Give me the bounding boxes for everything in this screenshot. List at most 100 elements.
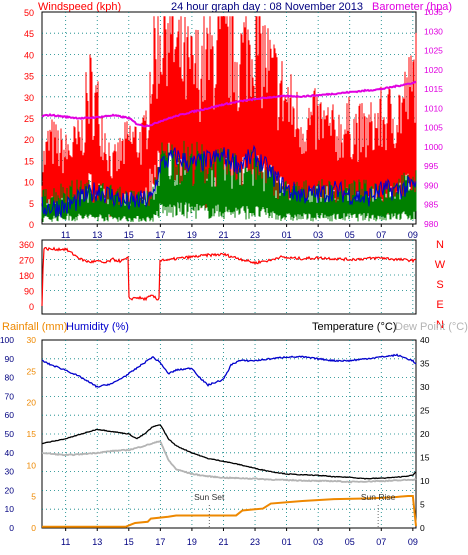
windspeed-tick-label: 35 bbox=[24, 72, 34, 82]
wind-direction-series bbox=[41, 246, 417, 307]
barometer-label: Barometer (hpa) bbox=[372, 1, 452, 13]
rainfall-tick-label: 25 bbox=[27, 366, 37, 376]
direction-tick-label: 360 bbox=[19, 240, 34, 250]
barometer-axis: 980 985 990 995 1000 1005 1010 1015 1020 1025 1030… bbox=[424, 7, 443, 229]
temperature-label: Temperature (°C) bbox=[312, 321, 396, 333]
direction-tick-label: 0 bbox=[29, 302, 34, 312]
wind-low-series bbox=[41, 140, 417, 222]
direction-panel-grid bbox=[42, 240, 416, 314]
temperature-tick-label: 35 bbox=[420, 359, 430, 369]
windspeed-tick-label: 15 bbox=[24, 156, 34, 166]
temperature-tick-label: 0 bbox=[420, 523, 425, 533]
time-tick-label: 03 bbox=[313, 230, 323, 240]
compass-label: W bbox=[435, 259, 446, 271]
humidity-tick-label: 60 bbox=[5, 410, 15, 420]
barometer-tick-label: 990 bbox=[424, 180, 438, 190]
climate-panel-grid bbox=[42, 340, 416, 528]
rainfall-tick-label: 10 bbox=[27, 460, 37, 470]
temperature-tick-label: 15 bbox=[420, 453, 430, 463]
humidity-tick-label: 30 bbox=[5, 467, 15, 477]
humidity-tick-label: 20 bbox=[5, 485, 15, 495]
humidity-tick-label: 40 bbox=[5, 448, 15, 458]
compass-label: N bbox=[436, 319, 444, 331]
time-tick-label: 03 bbox=[313, 537, 323, 547]
barometer-tick-label: 1035 bbox=[424, 7, 443, 17]
rainfall-tick-label: 20 bbox=[27, 398, 37, 408]
barometer-tick-label: 1020 bbox=[424, 65, 443, 75]
humidity-tick-label: 0 bbox=[9, 523, 14, 533]
compass-label: S bbox=[436, 279, 443, 291]
windspeed-average-series bbox=[41, 144, 417, 218]
time-axis-bottom: 11 13 15 17 19 21 23 01 03 05 07 09 bbox=[61, 528, 418, 547]
barometer-tick-label: 1005 bbox=[424, 123, 443, 133]
barometer-series bbox=[41, 80, 417, 128]
rainfall-tick-label: 0 bbox=[31, 523, 36, 533]
rainfall-series bbox=[42, 495, 417, 528]
time-tick-label: 13 bbox=[92, 230, 102, 240]
windspeed-tick-label: 20 bbox=[24, 135, 34, 145]
time-tick-label: 11 bbox=[61, 537, 70, 547]
humidity-tick-label: 70 bbox=[5, 391, 15, 401]
rainfall-tick-label: 30 bbox=[27, 335, 37, 345]
graph-title: 24 hour graph day : 08 November 2013 bbox=[171, 1, 363, 13]
humidity-tick-label: 80 bbox=[5, 373, 15, 383]
dewpoint-series bbox=[41, 440, 417, 484]
sun-annotation-label: Sun Set bbox=[194, 492, 225, 502]
time-tick-label: 19 bbox=[187, 230, 197, 240]
windspeed-tick-label: 5 bbox=[29, 199, 34, 209]
barometer-tick-label: 1030 bbox=[424, 26, 443, 36]
windspeed-tick-label: 30 bbox=[24, 93, 34, 103]
temperature-series bbox=[42, 424, 417, 480]
time-tick-label: 11 bbox=[61, 230, 70, 240]
temperature-tick-label: 10 bbox=[420, 476, 430, 486]
temperature-tick-label: 5 bbox=[420, 500, 425, 510]
humidity-series bbox=[41, 353, 417, 388]
compass-label: E bbox=[436, 299, 443, 311]
temperature-tick-label: 25 bbox=[420, 406, 430, 416]
time-tick-label: 17 bbox=[155, 230, 165, 240]
direction-panel-series bbox=[41, 246, 417, 307]
humidity-label: Humidity (%) bbox=[66, 321, 129, 333]
rainfall-axis: 0 5 10 15 20 25 30 bbox=[27, 335, 37, 533]
time-tick-label: 01 bbox=[282, 230, 292, 240]
time-tick-label: 21 bbox=[218, 230, 228, 240]
windspeed-tick-label: 25 bbox=[24, 114, 34, 124]
time-tick-label: 15 bbox=[124, 537, 134, 547]
temperature-tick-label: 20 bbox=[420, 429, 430, 439]
direction-axis: 0 90 180 270 360 bbox=[19, 240, 34, 312]
time-tick-label: 23 bbox=[250, 537, 260, 547]
sun-annotations: Sun Set Sun Rise bbox=[194, 492, 396, 528]
time-tick-label: 01 bbox=[282, 537, 292, 547]
time-axis-top: 11 13 15 17 19 21 23 01 03 05 07 09 bbox=[61, 224, 418, 240]
windspeed-tick-label: 40 bbox=[24, 50, 34, 60]
barometer-tick-label: 985 bbox=[424, 200, 438, 210]
time-tick-label: 05 bbox=[345, 537, 355, 547]
barometer-tick-label: 980 bbox=[424, 219, 438, 229]
windspeed-axis: 0 5 10 15 20 25 30 35 40 45 50 bbox=[24, 8, 34, 230]
direction-tick-label: 90 bbox=[24, 287, 34, 297]
temperature-tick-label: 30 bbox=[420, 382, 430, 392]
time-tick-label: 15 bbox=[124, 230, 134, 240]
time-tick-label: 23 bbox=[250, 230, 260, 240]
sun-annotation-label: Sun Rise bbox=[361, 492, 396, 502]
humidity-tick-label: 10 bbox=[5, 504, 15, 514]
humidity-axis: 0 10 20 30 40 50 60 70 80 90 100 bbox=[0, 335, 14, 533]
rainfall-tick-label: 15 bbox=[27, 429, 37, 439]
humidity-tick-label: 50 bbox=[5, 429, 15, 439]
time-tick-label: 19 bbox=[187, 537, 197, 547]
windspeed-tick-label: 45 bbox=[24, 29, 34, 39]
rainfall-label: Rainfall (mm) bbox=[2, 321, 67, 333]
time-tick-label: 09 bbox=[408, 230, 418, 240]
barometer-tick-label: 1015 bbox=[424, 84, 443, 94]
windspeed-label: Windspeed (kph) bbox=[38, 1, 121, 13]
time-tick-label: 07 bbox=[376, 230, 386, 240]
climate-panel-series bbox=[41, 353, 417, 528]
temperature-tick-label: 40 bbox=[420, 335, 430, 345]
time-tick-label: 05 bbox=[345, 230, 355, 240]
barometer-tick-label: 1025 bbox=[424, 46, 443, 56]
direction-tick-label: 180 bbox=[19, 271, 34, 281]
direction-tick-label: 270 bbox=[19, 256, 34, 266]
barometer-tick-label: 1000 bbox=[424, 142, 443, 152]
